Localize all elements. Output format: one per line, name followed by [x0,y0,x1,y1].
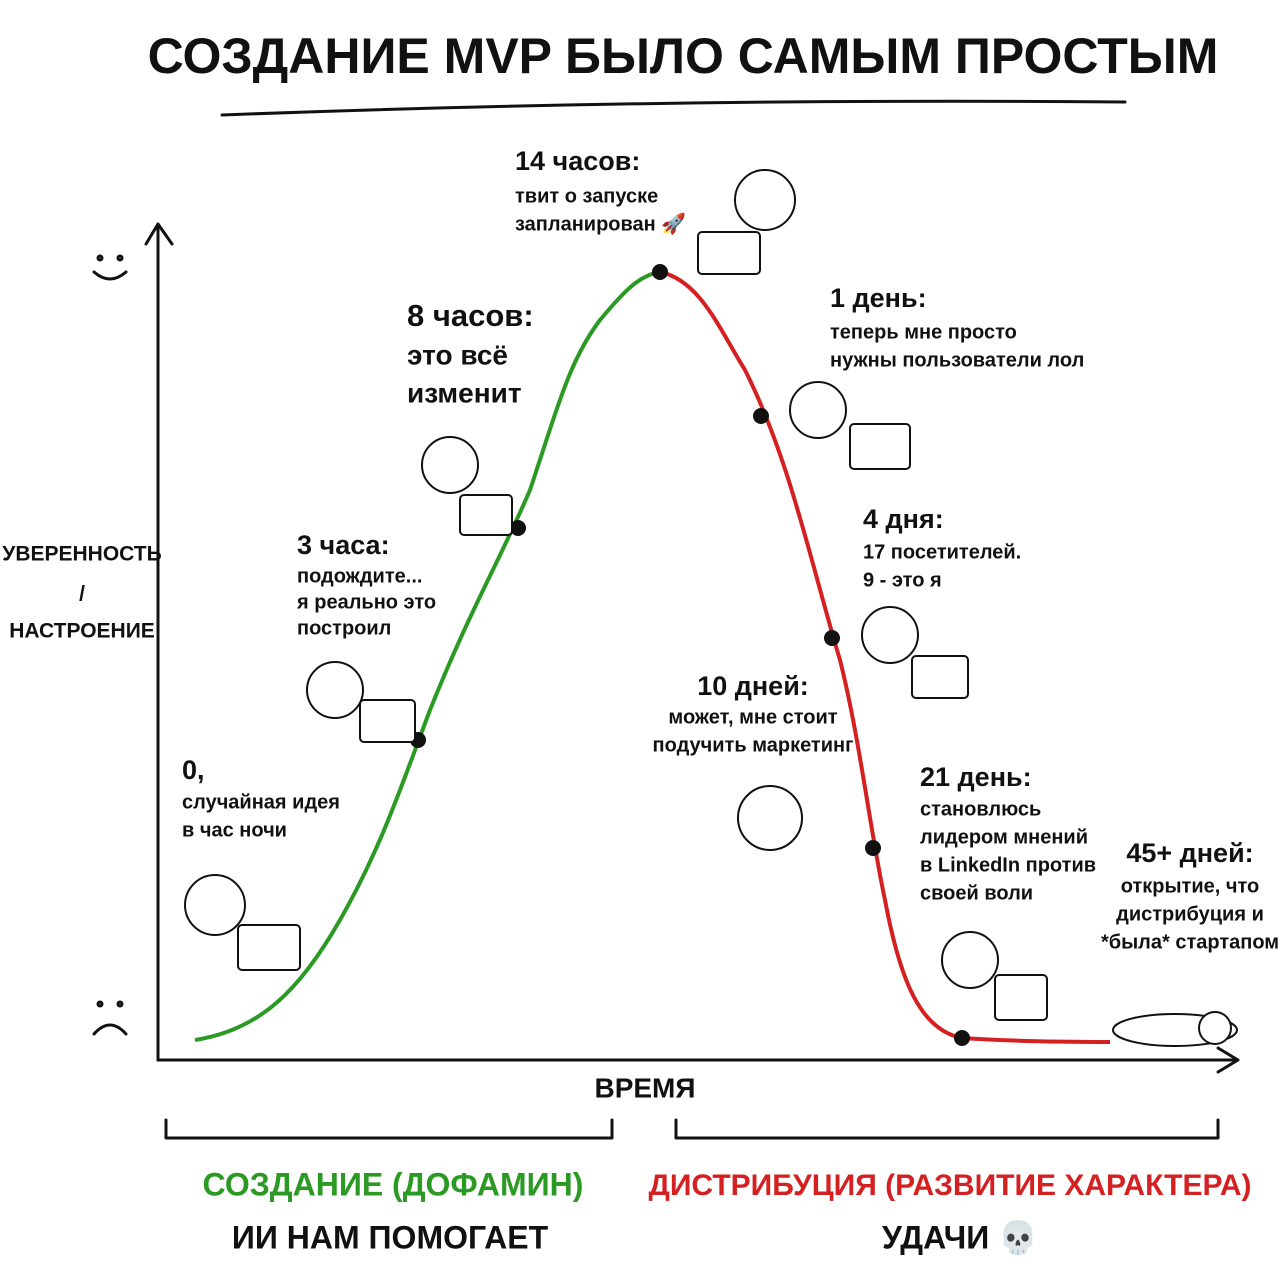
milestone-text: открытие, что [1121,875,1260,897]
phase-title: ДИСТРИБУЦИЯ (РАЗВИТИЕ ХАРАКТЕРА) [648,1169,1251,1202]
milestone-text: 17 посетителей. [863,541,1021,563]
milestone-text: подучить маркетинг [653,734,854,756]
dot [652,264,668,280]
milestone-time: 1 день: [830,283,927,313]
milestone-text: теперь мне просто [830,321,1017,343]
phase-subtitle: УДАЧИ 💀 [882,1219,1038,1255]
milestone-text: в час ночи [182,819,287,841]
y-axis [144,222,174,1062]
dot [753,408,769,424]
milestone-text: я реально это [296,591,436,613]
milestone-text: случайная идея [182,791,340,813]
milestone-time: 3 часа: [297,530,390,560]
milestone-text: может, мне стоит [668,706,837,728]
milestone-time: 14 часов: [515,146,640,176]
dot [954,1030,970,1046]
milestone-text: это всё [407,339,508,370]
phase-title: СОЗДАНИЕ (ДОФАМИН) [203,1166,584,1202]
happy-face [92,254,128,281]
x-label: ВРЕМЯ [594,1072,695,1103]
milestone-text: твит о запуске [515,185,658,207]
creation-bracket [164,1118,614,1140]
milestone-text: становлюсь [920,798,1041,820]
characters [184,169,1238,1047]
milestone-text: лидером мнений [920,826,1088,848]
milestone-text: 9 - это я [863,569,942,591]
milestone-text: запланирован 🚀 [515,211,686,235]
milestone-text: нужны пользователи лол [830,349,1084,371]
milestone-text: подождите... [297,565,422,587]
x-axis [156,1046,1240,1074]
milestone-time: 21 день: [920,762,1032,792]
sad-face [92,1000,128,1036]
milestone-text: в LinkedIn против [920,854,1096,876]
milestone-text: своей воли [920,882,1033,904]
dot [865,840,881,856]
milestone-time: 10 дней: [697,671,809,701]
dot [824,630,840,646]
milestone-time: 0, [182,755,205,785]
milestone-text: дистрибуция и [1116,903,1264,925]
creation-curve [194,270,661,1042]
title-underline [220,99,1127,117]
phase-subtitle: ИИ НАМ ПОМОГАЕТ [232,1219,549,1255]
milestone-time: 4 дня: [863,504,944,534]
y-label: НАСТРОЕНИЕ [9,620,155,643]
milestone-time: 8 часов: [407,298,534,333]
title: СОЗДАНИЕ MVP БЫЛО САМЫМ ПРОСТЫМ [148,28,1219,84]
dot [510,520,526,536]
distribution-bracket [674,1118,1220,1140]
y-label: УВЕРЕННОСТЬ [2,543,161,566]
y-label: / [79,583,85,606]
milestone-text: построил [297,617,391,639]
milestone-notes: 0, случайная идея в час ночи 3 часа: подожди… [182,146,1279,953]
milestone-text: изменит [407,377,522,408]
milestone-time: 45+ дней: [1126,838,1253,868]
milestone-text: *была* стартапом [1101,931,1279,953]
